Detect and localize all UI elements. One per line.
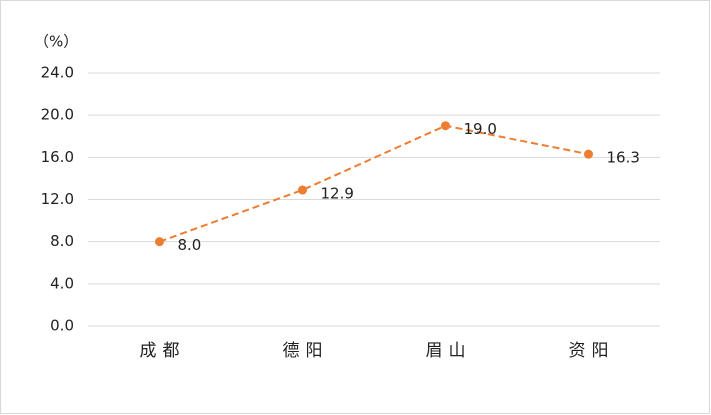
x-tick-label: 资阳 [569,341,615,361]
data-label: 8.0 [178,236,202,254]
x-tick-label: 眉山 [426,341,472,361]
y-axis-label: （%） [34,33,78,51]
data-point [441,121,450,131]
y-tick-label: 8.0 [50,232,74,250]
x-tick-label: 成都 [140,341,186,361]
data-point [298,185,307,195]
data-point [155,237,164,247]
y-tick-label: 0.0 [50,317,74,335]
y-tick-label: 20.0 [41,106,74,124]
data-label: 19.0 [464,120,497,138]
x-tick-label: 德阳 [283,341,329,361]
y-tick-label: 24.0 [41,64,74,82]
data-label: 12.9 [321,185,354,203]
data-point [584,149,593,159]
data-label: 16.3 [607,149,640,167]
y-tick-label: 4.0 [50,274,74,292]
y-tick-label: 16.0 [41,148,74,166]
y-tick-label: 12.0 [41,190,74,208]
